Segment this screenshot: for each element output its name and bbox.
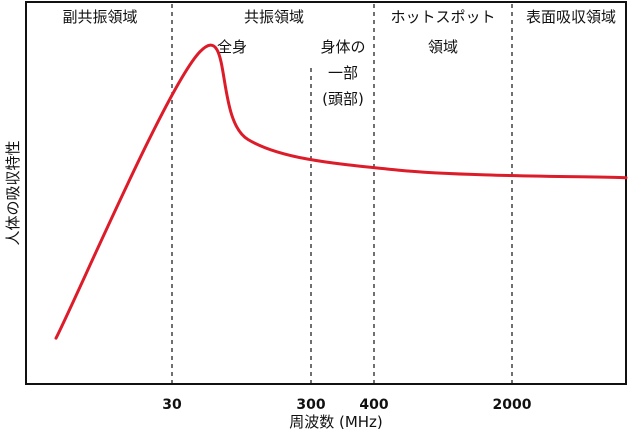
region-label-surface: 表面吸収領域 <box>526 8 616 26</box>
region-label-body-part-1: 身体の <box>320 38 365 56</box>
region-label-sub-resonance: 副共振領域 <box>62 8 137 26</box>
region-label-resonance: 共振領域 <box>244 8 304 26</box>
x-tick-300: 300 <box>296 397 325 413</box>
absorption-curve <box>54 43 628 340</box>
region-label-whole-body: 全身 <box>217 38 247 56</box>
plot-frame <box>25 1 627 385</box>
region-label-hotspot-2: 領域 <box>428 38 458 56</box>
x-axis-label: 周波数 (MHz) <box>289 413 383 431</box>
region-label-hotspot-1: ホットスポット <box>390 8 495 26</box>
region-label-body-part-2: 一部 <box>328 64 358 82</box>
x-tick-400: 400 <box>359 397 388 413</box>
x-tick-30: 30 <box>162 397 182 413</box>
x-tick-2000: 2000 <box>493 397 532 413</box>
y-axis-label: 人体の吸収特性 <box>4 140 22 245</box>
region-label-body-part-3: (頭部) <box>322 90 364 108</box>
